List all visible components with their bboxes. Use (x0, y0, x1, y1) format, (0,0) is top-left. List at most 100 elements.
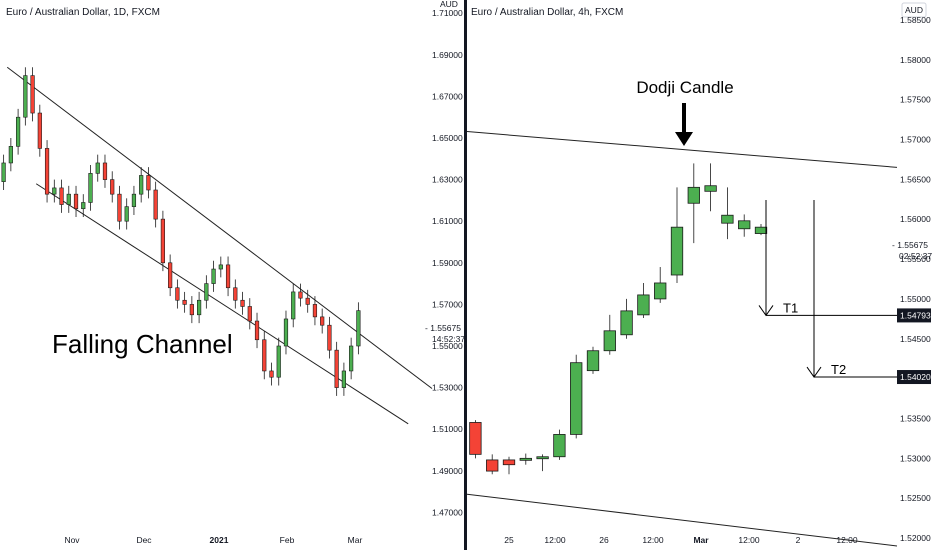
x-tick-label: 12:00 (738, 535, 760, 545)
y-tick-label: 1.63000 (432, 175, 463, 185)
x-tick-label: 2 (796, 535, 801, 545)
y-tick-label: 1.67000 (432, 91, 463, 101)
candle-body (603, 330, 616, 352)
candle-body (620, 310, 633, 336)
chart-title: Euro / Australian Dollar, 1D, FXCM (6, 7, 160, 18)
candle-body (291, 291, 296, 320)
y-tick-label: 1.52000 (900, 533, 931, 543)
candle-body (146, 175, 151, 191)
candle-body (204, 283, 209, 301)
candle-body (320, 316, 325, 326)
daily-chart[interactable]: Euro / Australian Dollar, 1D, FXCM AUD1.7… (0, 0, 466, 550)
x-tick-label: 12:00 (642, 535, 664, 545)
y-tick-label: 1.53000 (900, 453, 931, 463)
y-tick-label: 1.49000 (432, 466, 463, 476)
candle-body (247, 306, 252, 322)
candle-body (721, 214, 734, 224)
currency-box[interactable] (901, 2, 927, 18)
candle-body (586, 350, 600, 372)
candle-body (240, 299, 245, 307)
y-tick-label: 1.69000 (432, 50, 463, 60)
candle-body (153, 189, 158, 220)
t2-price-text: 1.54020 (900, 372, 931, 382)
right-chart-panel: Euro / Australian Dollar, 4h, FXCM AUD 1.5… (467, 0, 932, 550)
candle-body (59, 187, 64, 205)
candle-body (1, 162, 6, 182)
chart-title: Euro / Australian Dollar, 4h, FXCM (471, 7, 623, 18)
candle-body (139, 175, 144, 195)
candle-body (66, 193, 71, 205)
x-tick-label: 12:00 (544, 535, 566, 545)
candle-body (117, 193, 122, 222)
candle-body (486, 459, 499, 472)
candle-body (687, 186, 700, 204)
candle-body (81, 202, 86, 210)
candle-body (37, 112, 42, 149)
y-tick-label: 1.57000 (900, 134, 931, 144)
candle-body (73, 193, 79, 210)
dodji-arrow-head (675, 132, 693, 146)
y-tick-label: 1.61000 (432, 216, 463, 226)
t1-label: T1 (783, 300, 798, 315)
y-tick-label: 1.59000 (432, 258, 463, 268)
candle-body (327, 324, 332, 351)
candle-body (570, 362, 583, 435)
x-tick-label: 2021 (210, 535, 229, 545)
candle-body (553, 434, 566, 458)
candle-body (298, 291, 303, 299)
last-price-label: - 1.55675 (892, 240, 928, 250)
currency-label: AUD (440, 0, 458, 9)
channel-upper-line[interactable] (467, 131, 898, 168)
x-tick-label: Nov (64, 535, 80, 545)
panel-divider[interactable] (464, 0, 467, 550)
candle-body (312, 304, 318, 318)
y-tick-label: 1.53500 (900, 413, 931, 423)
x-tick-label: Feb (280, 535, 295, 545)
y-tick-label: 1.55000 (900, 294, 931, 304)
candle-body (349, 345, 354, 372)
4h-chart[interactable]: Euro / Australian Dollar, 4h, FXCM AUD1.5… (467, 0, 932, 550)
candle-body (52, 187, 57, 195)
candle-body (189, 304, 194, 316)
channel-upper-line[interactable] (6, 66, 433, 389)
last-price-label: - 1.55675 (425, 323, 461, 333)
y-tick-label: 1.58000 (900, 55, 931, 65)
candle-body (356, 310, 361, 347)
candle-body (168, 262, 173, 289)
candle-body (197, 299, 202, 316)
y-tick-label: 1.52500 (900, 493, 931, 503)
candle-body (23, 75, 28, 118)
channel-lower-line[interactable] (35, 183, 409, 425)
candle-body (124, 206, 129, 222)
candle-body (670, 226, 684, 276)
candle-body (738, 220, 751, 230)
candle-body (95, 162, 100, 174)
candle-body (283, 318, 289, 347)
candle-body (334, 349, 339, 388)
candle-body (305, 297, 310, 305)
y-tick-label: 1.65000 (432, 133, 463, 143)
y-tick-label: 1.54500 (900, 334, 931, 344)
y-tick-label: 1.56000 (900, 214, 931, 224)
y-tick-label: 1.51000 (432, 424, 463, 434)
x-tick-label: 25 (504, 535, 514, 545)
y-tick-label: 1.55000 (432, 341, 463, 351)
channel-lower-line[interactable] (467, 493, 898, 547)
candle-body (110, 179, 115, 195)
candle-body (654, 282, 667, 300)
candle-body (182, 299, 187, 305)
candle-body (704, 185, 717, 192)
y-tick-label: 1.58500 (900, 15, 931, 25)
y-tick-label: 1.53000 (432, 383, 463, 393)
candle-body (262, 339, 267, 372)
candle-body (637, 294, 650, 316)
candle-body (276, 345, 281, 378)
candle-body (254, 320, 260, 341)
falling-channel-label: Falling Channel (52, 329, 233, 359)
candle-body (218, 264, 223, 270)
dodji-candle-label: Dodji Candle (636, 78, 733, 97)
countdown-label: 02:52:37 (899, 251, 932, 261)
y-tick-label: 1.57500 (900, 95, 931, 105)
candle-body (175, 287, 180, 301)
candle-body (88, 173, 93, 203)
